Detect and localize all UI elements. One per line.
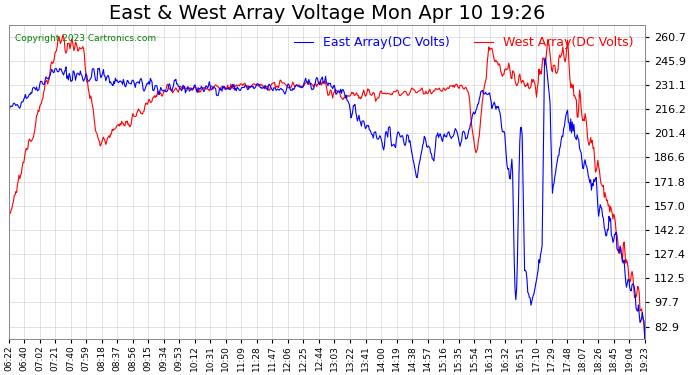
East Array(DC Volts)	[5, 225, 13, 230]
Legend: East Array(DC Volts), West Array(DC Volts): East Array(DC Volts), West Array(DC Volt…	[289, 31, 638, 54]
East Array(DC Volts)	[410, 161, 418, 165]
East Array(DC Volts)	[641, 337, 649, 342]
West Array(DC Volts)	[488, 46, 496, 51]
West Array(DC Volts)	[641, 337, 649, 342]
Text: Copyright 2023 Cartronics.com: Copyright 2023 Cartronics.com	[15, 34, 156, 43]
West Array(DC Volts)	[375, 96, 383, 100]
East Array(DC Volts)	[553, 159, 562, 164]
West Array(DC Volts)	[5, 294, 13, 299]
Line: West Array(DC Volts): West Array(DC Volts)	[9, 35, 645, 339]
East Array(DC Volts)	[374, 137, 382, 141]
East Array(DC Volts)	[391, 144, 399, 149]
East Array(DC Volts)	[487, 99, 495, 104]
East Array(DC Volts)	[43, 76, 52, 81]
West Array(DC Volts)	[43, 82, 52, 86]
Title: East & West Array Voltage Mon Apr 10 19:26: East & West Array Voltage Mon Apr 10 19:…	[108, 4, 545, 23]
East Array(DC Volts)	[541, 56, 549, 60]
West Array(DC Volts)	[553, 70, 562, 75]
Line: East Array(DC Volts): East Array(DC Volts)	[9, 58, 645, 339]
West Array(DC Volts)	[59, 33, 67, 37]
West Array(DC Volts)	[411, 88, 419, 92]
West Array(DC Volts)	[391, 90, 400, 94]
